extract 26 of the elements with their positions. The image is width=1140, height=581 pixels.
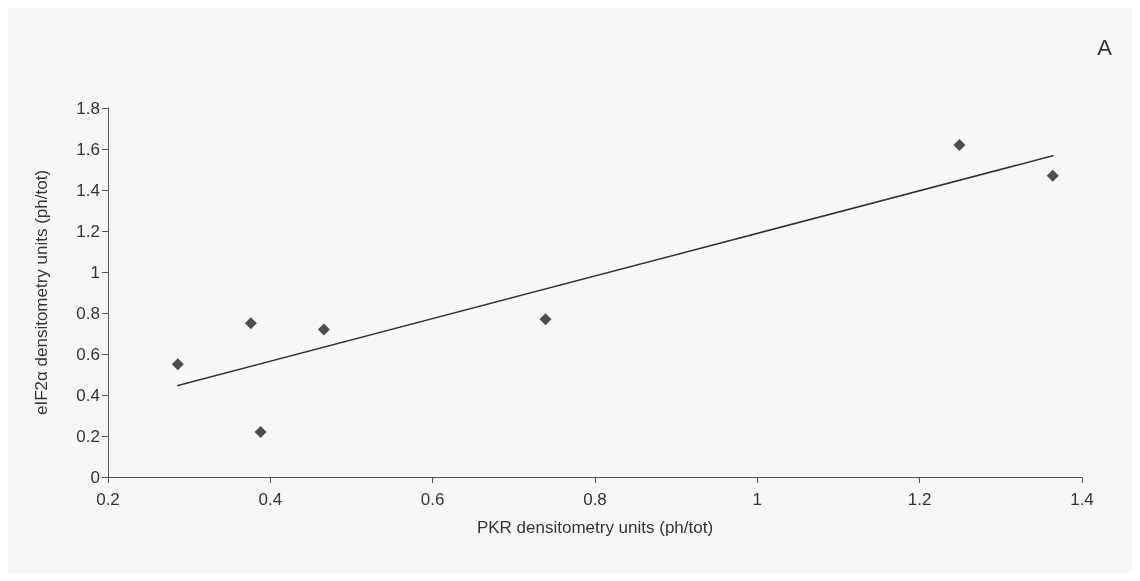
point [539,313,552,326]
x-tick-label: 1.2 [907,490,932,509]
y-tick-label: 1.4 [76,180,100,200]
point [1046,169,1059,182]
x-tick-label: 1 [752,490,763,509]
point [254,425,267,438]
x-tick-label: 0.8 [583,490,607,509]
y-tick-label: 1.8 [76,98,100,118]
x-tick-label: 0.4 [258,490,283,509]
x-axis-title: PKR densitometry units (ph/tot) [476,518,714,537]
point [171,358,184,371]
y-tick-label: 1.6 [76,139,100,159]
y-tick-label: 0.4 [76,385,100,405]
y-axis-title: eIF2α densitometry units (ph/tot) [32,169,51,416]
text: A [1097,34,1113,60]
x-tick-label: 0.6 [420,490,445,509]
y-tick-label: 0.2 [76,426,100,446]
point [244,317,257,330]
y-tick-label: 1 [90,262,100,282]
point [953,138,966,151]
y-tick-label: 0 [90,467,100,487]
y-tick-label: 0.8 [76,303,100,323]
y-tick-label: 1.2 [76,221,100,241]
y-tick-label: 0.6 [76,344,100,364]
point [317,323,330,336]
x-tick-label: 1.4 [1070,490,1094,509]
